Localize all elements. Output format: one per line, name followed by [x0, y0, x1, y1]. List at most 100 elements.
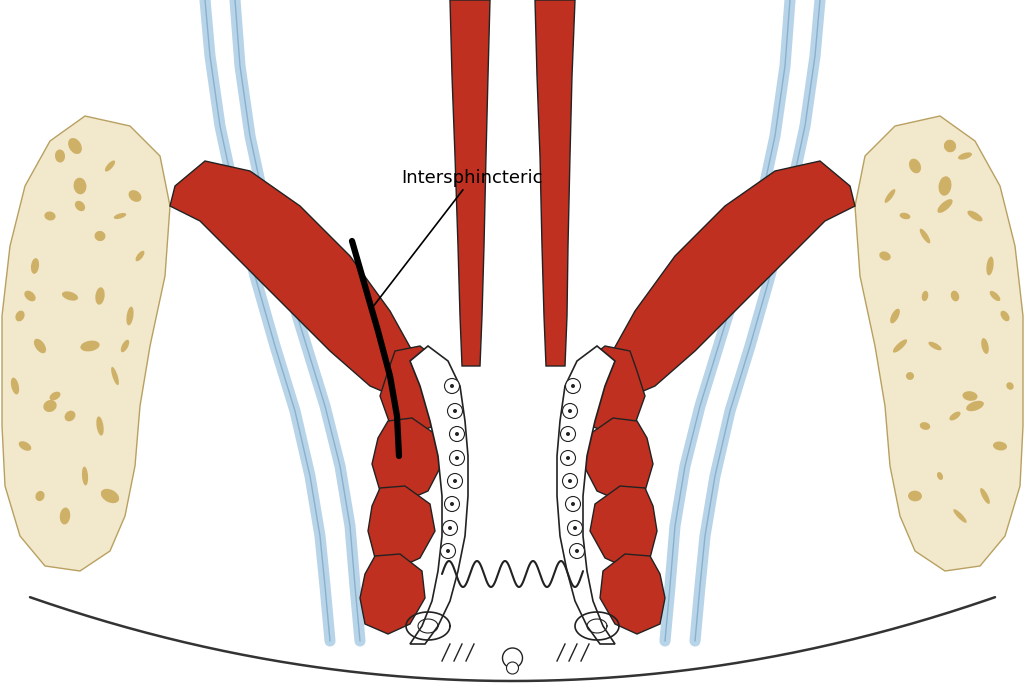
- Ellipse shape: [909, 159, 921, 173]
- Text: Intersphincteric: Intersphincteric: [374, 169, 543, 306]
- Circle shape: [570, 544, 584, 558]
- Circle shape: [453, 479, 457, 483]
- Circle shape: [441, 544, 455, 558]
- Ellipse shape: [980, 488, 990, 504]
- Ellipse shape: [908, 491, 921, 501]
- Ellipse shape: [981, 338, 989, 354]
- Circle shape: [568, 521, 582, 535]
- Circle shape: [563, 404, 577, 418]
- Circle shape: [445, 496, 459, 512]
- Ellipse shape: [126, 307, 133, 325]
- Ellipse shape: [65, 411, 76, 421]
- Ellipse shape: [993, 441, 1007, 450]
- Polygon shape: [360, 554, 425, 634]
- Ellipse shape: [95, 287, 105, 305]
- Polygon shape: [410, 346, 468, 644]
- Ellipse shape: [94, 231, 106, 241]
- Ellipse shape: [128, 190, 141, 202]
- Ellipse shape: [879, 251, 891, 260]
- Circle shape: [566, 456, 570, 460]
- Circle shape: [502, 648, 523, 668]
- Ellipse shape: [96, 416, 104, 436]
- Circle shape: [568, 479, 572, 483]
- Ellipse shape: [986, 257, 993, 276]
- Ellipse shape: [44, 212, 55, 221]
- Ellipse shape: [951, 291, 959, 301]
- Ellipse shape: [919, 422, 931, 430]
- Ellipse shape: [968, 211, 983, 221]
- Ellipse shape: [953, 509, 967, 523]
- Ellipse shape: [82, 466, 88, 485]
- Circle shape: [455, 432, 459, 436]
- Ellipse shape: [36, 491, 45, 501]
- Ellipse shape: [937, 472, 943, 480]
- Ellipse shape: [55, 150, 65, 163]
- Ellipse shape: [75, 201, 85, 211]
- Ellipse shape: [900, 213, 910, 219]
- Polygon shape: [2, 116, 170, 571]
- Circle shape: [448, 404, 462, 418]
- Ellipse shape: [121, 340, 129, 352]
- Ellipse shape: [967, 401, 984, 411]
- Circle shape: [568, 409, 572, 413]
- Polygon shape: [535, 0, 575, 366]
- Ellipse shape: [949, 411, 960, 420]
- Polygon shape: [380, 346, 450, 434]
- Circle shape: [450, 502, 454, 506]
- Circle shape: [575, 549, 579, 553]
- Ellipse shape: [1000, 310, 1010, 322]
- Circle shape: [450, 450, 464, 466]
- Ellipse shape: [990, 291, 1000, 301]
- Ellipse shape: [80, 340, 99, 351]
- Polygon shape: [557, 346, 615, 644]
- Polygon shape: [583, 418, 653, 501]
- Circle shape: [566, 379, 580, 393]
- Ellipse shape: [906, 372, 914, 380]
- Ellipse shape: [958, 152, 972, 159]
- Circle shape: [445, 379, 459, 393]
- Ellipse shape: [885, 189, 896, 203]
- Circle shape: [563, 473, 577, 489]
- Ellipse shape: [938, 199, 952, 213]
- Ellipse shape: [15, 310, 25, 322]
- Ellipse shape: [34, 339, 46, 354]
- Ellipse shape: [114, 213, 126, 219]
- Polygon shape: [368, 486, 435, 568]
- Ellipse shape: [919, 229, 931, 244]
- Circle shape: [571, 384, 575, 388]
- Polygon shape: [590, 486, 657, 568]
- Circle shape: [446, 549, 450, 553]
- Ellipse shape: [135, 251, 145, 261]
- Polygon shape: [372, 418, 442, 501]
- Ellipse shape: [893, 340, 907, 353]
- Circle shape: [561, 450, 575, 466]
- Ellipse shape: [962, 391, 978, 401]
- Polygon shape: [855, 116, 1023, 571]
- Circle shape: [453, 409, 457, 413]
- Ellipse shape: [921, 291, 929, 301]
- Ellipse shape: [68, 138, 82, 154]
- Ellipse shape: [100, 489, 119, 503]
- Circle shape: [443, 521, 457, 535]
- Circle shape: [566, 496, 580, 512]
- Ellipse shape: [105, 161, 115, 171]
- Circle shape: [571, 502, 575, 506]
- Ellipse shape: [1007, 382, 1014, 390]
- Circle shape: [455, 456, 459, 460]
- Polygon shape: [575, 346, 645, 434]
- Circle shape: [448, 473, 462, 489]
- Circle shape: [450, 427, 464, 441]
- Ellipse shape: [111, 367, 119, 385]
- Ellipse shape: [74, 177, 86, 194]
- Ellipse shape: [31, 258, 39, 274]
- Circle shape: [561, 427, 575, 441]
- Ellipse shape: [929, 342, 942, 350]
- Polygon shape: [594, 161, 855, 401]
- Ellipse shape: [62, 292, 78, 301]
- Ellipse shape: [11, 377, 19, 395]
- Circle shape: [450, 384, 454, 388]
- Ellipse shape: [25, 291, 36, 301]
- Polygon shape: [170, 161, 430, 401]
- Ellipse shape: [49, 392, 60, 400]
- Ellipse shape: [18, 441, 32, 451]
